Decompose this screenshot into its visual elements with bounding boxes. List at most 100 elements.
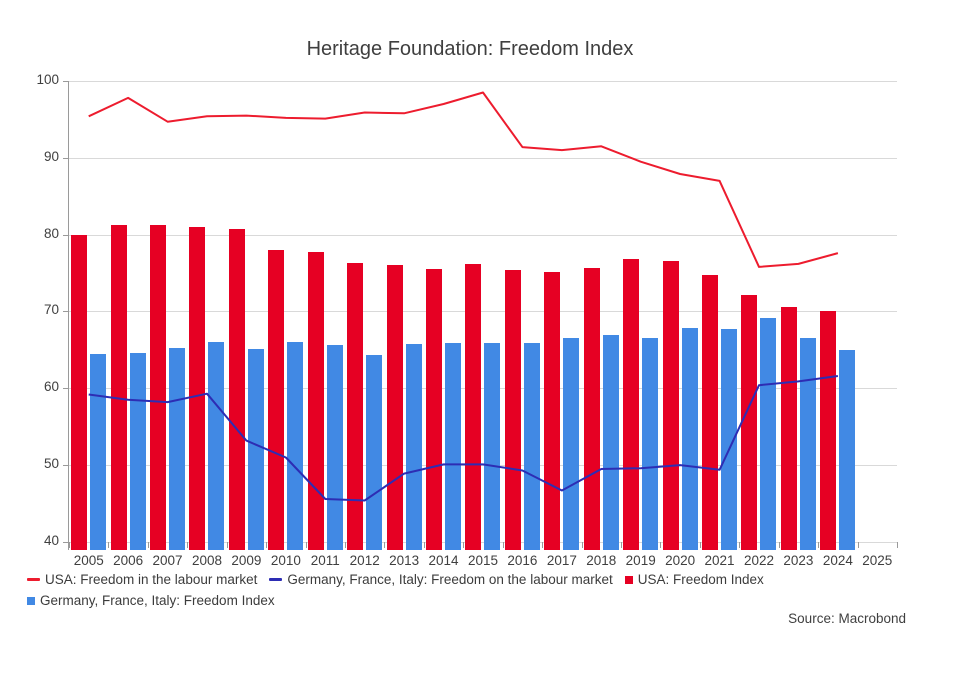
- bar-usa-2010: [268, 250, 285, 550]
- bar-usa-2018: [583, 268, 600, 550]
- x-tick: [581, 541, 583, 548]
- x-tick: [778, 541, 780, 548]
- x-axis-label-2016: 2016: [507, 552, 538, 568]
- bar-gfi-2016: [523, 342, 540, 550]
- bar-gfi-2012: [366, 354, 383, 550]
- plot-area: 100 90 80 70 60 50 40 2005 2006 2007 2008 2009 2010 2…: [36, 72, 898, 568]
- gridline-y-70: [69, 311, 897, 313]
- y-axis-label: 90: [43, 148, 59, 164]
- x-tick: [660, 541, 662, 548]
- bar-usa-2011: [307, 251, 324, 550]
- x-axis-label-2023: 2023: [783, 552, 814, 568]
- x-axis-label-2005: 2005: [73, 552, 104, 568]
- x-axis-label-2017: 2017: [546, 552, 577, 568]
- x-axis-label-2021: 2021: [704, 552, 735, 568]
- x-axis-label-2011: 2011: [310, 552, 340, 568]
- bar-usa-2015: [465, 263, 482, 550]
- legend-square-marker-icon: [624, 575, 633, 584]
- bar-gfi-2008: [208, 342, 225, 550]
- x-tick: [423, 541, 425, 548]
- line-layer: [88, 91, 839, 502]
- legend-label: USA: Freedom Index: [637, 572, 764, 587]
- bar-usa-2009: [228, 229, 245, 550]
- y-tick: [63, 81, 69, 82]
- gridline-y-80: [69, 234, 897, 236]
- gridline-y-50: [69, 465, 897, 467]
- bar-usa-2024: [820, 310, 837, 550]
- y-axis-label: 100: [36, 72, 59, 87]
- chart-legend: USA: Freedom in the labour market Germany…: [27, 569, 907, 611]
- bar-gfi-2019: [642, 338, 659, 550]
- bar-usa-2006: [110, 225, 127, 550]
- y-tick: [63, 541, 69, 543]
- x-axis-label-2007: 2007: [152, 552, 183, 568]
- bar-gfi-2006: [129, 352, 146, 550]
- gridline-y-90: [69, 157, 897, 159]
- bar-gfi-2022: [760, 317, 777, 550]
- bar-usa-2016: [504, 270, 521, 550]
- bar-usa-2019: [623, 259, 640, 550]
- x-tick: [108, 541, 110, 548]
- y-axis-label: 70: [43, 302, 59, 318]
- bar-gfi-2015: [484, 342, 501, 550]
- bar-usa-2017: [544, 272, 561, 550]
- x-tick: [266, 541, 268, 548]
- line-usa-labour: [88, 91, 839, 268]
- bar-gfi-2014: [445, 342, 462, 550]
- x-tick: [384, 541, 386, 548]
- x-axis-label-2012: 2012: [349, 552, 380, 568]
- bar-usa-2013: [386, 265, 403, 550]
- bar-usa-2008: [189, 226, 206, 550]
- x-axis-label-2006: 2006: [113, 552, 144, 568]
- x-tick: [542, 541, 544, 548]
- y-axis-label: 40: [43, 532, 59, 548]
- bar-gfi-2018: [602, 335, 619, 550]
- x-axis-label-2024: 2024: [822, 552, 853, 568]
- legend-label: Germany, France, Italy: Freedom Index: [40, 593, 275, 608]
- bar-usa-2014: [426, 269, 443, 550]
- y-axis-label: 60: [43, 379, 59, 395]
- bar-usa-2007: [150, 225, 167, 550]
- x-axis-label-2014: 2014: [428, 552, 459, 568]
- x-tick: [897, 541, 898, 548]
- x-tick: [818, 541, 820, 548]
- x-axis-label-2019: 2019: [625, 552, 656, 568]
- bar-usa-2021: [702, 274, 719, 550]
- line-gfi-labour: [88, 375, 839, 502]
- bar-usa-2012: [347, 263, 364, 550]
- gridline-y-60: [69, 388, 897, 390]
- source-label: Source: Macrobond: [788, 611, 906, 626]
- bar-gfi-2009: [247, 349, 264, 550]
- legend-item: Germany, France, Italy: Freedom Index: [27, 590, 275, 611]
- bar-usa-2022: [741, 295, 758, 550]
- x-axis-label-2025: 2025: [862, 552, 893, 568]
- y-axis-label: 50: [43, 456, 59, 472]
- legend-item: Germany, France, Italy: Freedom on the l…: [269, 569, 613, 590]
- x-tick: [187, 541, 189, 548]
- y-tick: [63, 311, 69, 313]
- x-tick: [463, 541, 465, 548]
- legend-label: Germany, France, Italy: Freedom on the l…: [287, 572, 613, 587]
- x-tick: [226, 541, 228, 548]
- y-tick: [63, 465, 69, 467]
- y-tick: [63, 157, 69, 159]
- x-tick: [739, 541, 741, 548]
- bar-gfi-2020: [681, 328, 698, 550]
- x-tick: [345, 541, 346, 548]
- legend-line-marker-icon: [269, 578, 283, 581]
- bar-gfi-2013: [405, 343, 422, 550]
- x-axis-label-2008: 2008: [191, 552, 223, 568]
- x-tick: [502, 541, 504, 548]
- legend-row: Germany, France, Italy: Freedom Index: [27, 590, 907, 611]
- x-axis-label-2015: 2015: [467, 552, 499, 568]
- x-tick: [621, 541, 622, 548]
- x-axis-label-2009: 2009: [231, 552, 262, 568]
- bar-usa-2020: [662, 260, 679, 550]
- bar-gfi-2024: [839, 349, 856, 550]
- x-axis-label-2022: 2022: [743, 552, 775, 568]
- bar-gfi-2021: [721, 329, 738, 550]
- bar-usa-2005: [71, 234, 88, 550]
- gridline-y-100: [69, 81, 897, 82]
- x-tick: [147, 541, 149, 548]
